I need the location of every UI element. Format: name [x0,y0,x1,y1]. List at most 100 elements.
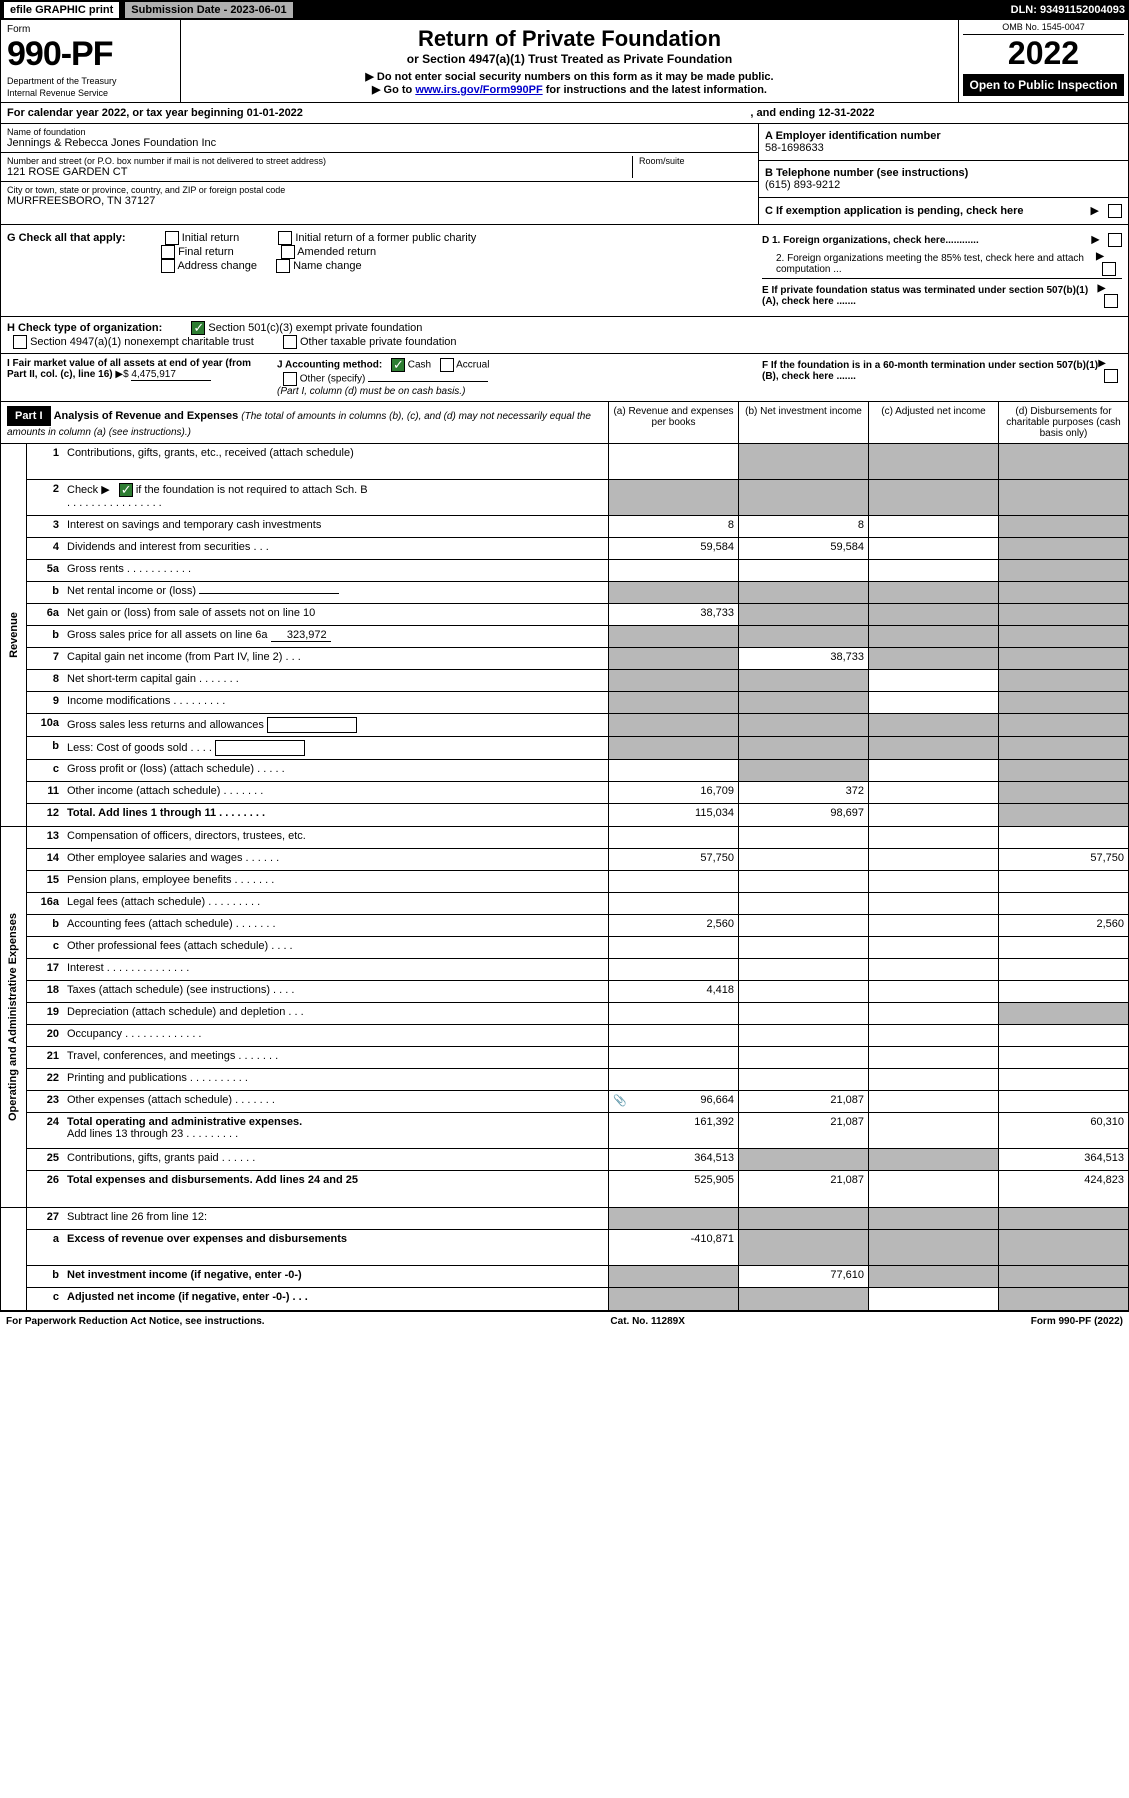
row-16c-desc: Other professional fees (attach schedule… [63,937,608,958]
row-4-desc: Dividends and interest from securities .… [63,538,608,559]
note-link: ▶ Go to www.irs.gov/Form990PF for instru… [191,83,948,96]
foundation-name: Jennings & Rebecca Jones Foundation Inc [7,137,752,149]
part1-header-row: Part I Analysis of Revenue and Expenses … [0,402,1129,444]
f-label: F If the foundation is in a 60-month ter… [762,360,1098,382]
top-bar: efile GRAPHIC print Submission Date - 20… [0,0,1129,20]
r6a-a: 38,733 [608,604,738,625]
part1-label: Part I [7,406,51,426]
line27-table: 27Subtract line 26 from line 12: aExcess… [0,1208,1129,1311]
header-center: Return of Private Foundation or Section … [181,20,958,102]
row-5a-desc: Gross rents . . . . . . . . . . . [63,560,608,581]
row-10a-desc: Gross sales less returns and allowances [63,714,608,736]
r3-b: 8 [738,516,868,537]
j-accrual-checkbox[interactable] [440,358,454,372]
attachment-icon[interactable]: 📎 [613,1094,627,1107]
expenses-table: Operating and Administrative Expenses 13… [0,827,1129,1208]
g-label: G Check all that apply: [7,232,126,244]
i-label: I Fair market value of all assets at end… [7,358,251,380]
header-right: OMB No. 1545-0047 2022 Open to Public In… [958,20,1128,102]
row-25-desc: Contributions, gifts, grants paid . . . … [63,1149,608,1170]
r24-b: 21,087 [738,1113,868,1148]
col-d-header: (d) Disbursements for charitable purpose… [998,402,1128,443]
r14-a: 57,750 [608,849,738,870]
d1-checkbox[interactable] [1108,233,1122,247]
row-17-desc: Interest . . . . . . . . . . . . . . [63,959,608,980]
row-16b-desc: Accounting fees (attach schedule) . . . … [63,915,608,936]
g-address-change[interactable] [161,259,175,273]
r25-a: 364,513 [608,1149,738,1170]
schb-checkbox[interactable] [119,483,133,497]
j-cash-checkbox[interactable] [391,358,405,372]
tel-label: B Telephone number (see instructions) [765,167,1122,179]
i-value: 4,475,917 [131,369,211,381]
g-amended-return[interactable] [281,245,295,259]
row-7-desc: Capital gain net income (from Part IV, l… [63,648,608,669]
expenses-side-label: Operating and Administrative Expenses [1,827,27,1207]
c-label: C If exemption application is pending, c… [765,205,1024,217]
row-9-desc: Income modifications . . . . . . . . . [63,692,608,713]
row-26-desc: Total expenses and disbursements. Add li… [63,1171,608,1207]
h-other-checkbox[interactable] [283,335,297,349]
footer-left: For Paperwork Reduction Act Notice, see … [6,1316,265,1327]
col-c-header: (c) Adjusted net income [868,402,998,443]
row-10c-desc: Gross profit or (loss) (attach schedule)… [63,760,608,781]
e-label: E If private foundation status was termi… [762,285,1098,307]
d2-checkbox[interactable] [1102,262,1116,276]
ein-label: A Employer identification number [765,130,1122,142]
form-label: Form [7,24,174,35]
r16b-d: 2,560 [998,915,1128,936]
open-public-badge: Open to Public Inspection [963,74,1124,96]
tax-year: 2022 [963,35,1124,72]
name-label: Name of foundation [7,127,752,137]
h-label: H Check type of organization: [7,322,162,334]
r24-a: 161,392 [608,1113,738,1148]
r12-b: 98,697 [738,804,868,826]
room-label: Room/suite [639,156,752,166]
r12-a: 115,034 [608,804,738,826]
row-24-desc: Total operating and administrative expen… [63,1113,608,1148]
foundation-info: Name of foundation Jennings & Rebecca Jo… [0,124,1129,225]
tel-value: (615) 893-9212 [765,179,1122,191]
row-18-desc: Taxes (attach schedule) (see instruction… [63,981,608,1002]
r16b-a: 2,560 [608,915,738,936]
row-5b-desc: Net rental income or (loss) [63,582,608,603]
r24-d: 60,310 [998,1113,1128,1148]
d1-label: D 1. Foreign organizations, check here..… [762,235,979,246]
r25-d: 364,513 [998,1149,1128,1170]
cal-begin: For calendar year 2022, or tax year begi… [7,107,303,119]
row-15-desc: Pension plans, employee benefits . . . .… [63,871,608,892]
ein-value: 58-1698633 [765,142,1122,154]
j-other-checkbox[interactable] [283,372,297,386]
h-501c3-checkbox[interactable] [191,321,205,335]
c-checkbox[interactable] [1108,204,1122,218]
row-3-desc: Interest on savings and temporary cash i… [63,516,608,537]
g-initial-return[interactable] [165,231,179,245]
row-6a-desc: Net gain or (loss) from sale of assets n… [63,604,608,625]
row-14-desc: Other employee salaries and wages . . . … [63,849,608,870]
g-name-change[interactable] [276,259,290,273]
form-instructions-link[interactable]: www.irs.gov/Form990PF [415,84,542,96]
footer-mid: Cat. No. 11289X [610,1316,684,1327]
row-10b-desc: Less: Cost of goods sold . . . . [63,737,608,759]
row-20-desc: Occupancy . . . . . . . . . . . . . [63,1025,608,1046]
r23-b: 21,087 [738,1091,868,1112]
e-checkbox[interactable] [1104,294,1118,308]
row-2-desc: Check ▶ if the foundation is not require… [63,480,608,515]
h-4947-checkbox[interactable] [13,335,27,349]
note-ssn: ▶ Do not enter social security numbers o… [191,70,948,83]
f-checkbox[interactable] [1104,369,1118,383]
cal-end: , and ending 12-31-2022 [750,107,874,119]
g-initial-former[interactable] [278,231,292,245]
j-note: (Part I, column (d) must be on cash basi… [277,386,465,397]
r27a-a: -410,871 [608,1230,738,1265]
r4-b: 59,584 [738,538,868,559]
r4-a: 59,584 [608,538,738,559]
form-header: Form 990-PF Department of the Treasury I… [0,20,1129,103]
header-left: Form 990-PF Department of the Treasury I… [1,20,181,102]
j-label: J Accounting method: [277,360,382,371]
row-8-desc: Net short-term capital gain . . . . . . … [63,670,608,691]
row-6b-desc: Gross sales price for all assets on line… [63,626,608,647]
g-final-return[interactable] [161,245,175,259]
omb-number: OMB No. 1545-0047 [963,22,1124,35]
r11-b: 372 [738,782,868,803]
